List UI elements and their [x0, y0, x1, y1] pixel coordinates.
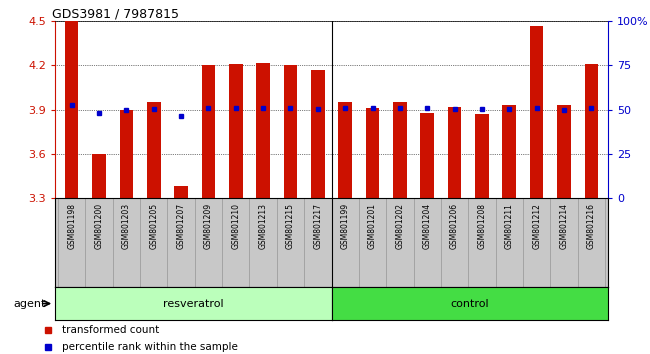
Text: GSM801201: GSM801201 [368, 202, 377, 249]
Text: GSM801206: GSM801206 [450, 202, 459, 249]
Text: GSM801199: GSM801199 [341, 202, 350, 249]
Text: GSM801198: GSM801198 [67, 202, 76, 249]
Text: GSM801202: GSM801202 [395, 202, 404, 249]
Text: GSM801214: GSM801214 [560, 202, 569, 249]
Bar [147, 102, 161, 198]
Bar [174, 187, 188, 198]
Text: GSM801204: GSM801204 [422, 202, 432, 249]
Text: GSM801217: GSM801217 [313, 202, 322, 249]
Text: GSM801211: GSM801211 [505, 202, 514, 249]
Bar [256, 63, 270, 198]
Text: transformed count: transformed count [62, 325, 159, 335]
Text: GSM801210: GSM801210 [231, 202, 240, 249]
Bar [557, 105, 571, 198]
Bar [229, 64, 242, 198]
Bar [339, 102, 352, 198]
Text: GSM801215: GSM801215 [286, 202, 295, 249]
Text: GSM801212: GSM801212 [532, 202, 541, 249]
Bar [120, 110, 133, 198]
Text: GSM801207: GSM801207 [177, 202, 185, 249]
Bar [202, 65, 215, 198]
Text: percentile rank within the sample: percentile rank within the sample [62, 342, 238, 352]
Text: GDS3981 / 7987815: GDS3981 / 7987815 [53, 7, 179, 20]
Text: agent: agent [14, 298, 46, 309]
Text: GSM801205: GSM801205 [150, 202, 158, 249]
Text: GSM801208: GSM801208 [478, 202, 486, 249]
Text: GSM801203: GSM801203 [122, 202, 131, 249]
Bar [502, 105, 516, 198]
Bar [366, 108, 380, 198]
Bar [584, 64, 598, 198]
Bar [393, 102, 407, 198]
Text: GSM801216: GSM801216 [587, 202, 596, 249]
Bar [475, 114, 489, 198]
Text: control: control [450, 298, 489, 309]
Bar [448, 107, 462, 198]
Bar [65, 21, 79, 198]
Bar [530, 25, 543, 198]
Bar [311, 70, 324, 198]
Bar [283, 65, 297, 198]
Text: GSM801209: GSM801209 [204, 202, 213, 249]
Text: resveratrol: resveratrol [163, 298, 224, 309]
Text: GSM801213: GSM801213 [259, 202, 268, 249]
Bar [92, 154, 106, 198]
Bar [421, 113, 434, 198]
Text: GSM801200: GSM801200 [94, 202, 103, 249]
